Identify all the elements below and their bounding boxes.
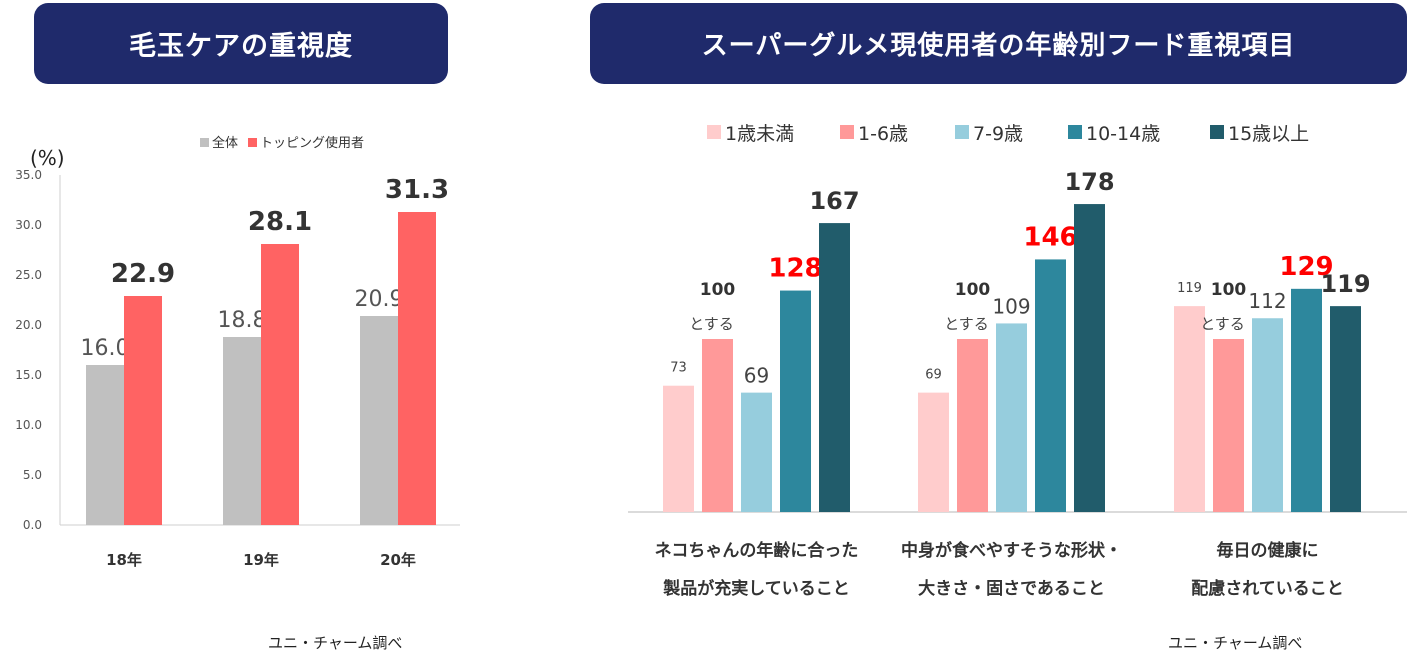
bar-value-label: 100 <box>700 280 736 300</box>
x-category-label: 18年 <box>106 551 142 569</box>
bar-value-label: 119 <box>1320 270 1370 298</box>
x-category-label: 製品が充実していること <box>662 578 850 599</box>
bar-1-0 <box>918 392 949 512</box>
bar-sublabel: とする <box>944 315 989 333</box>
bar-all-1 <box>86 365 124 525</box>
bar-2-3 <box>1291 288 1322 512</box>
bar-value-label: 167 <box>809 187 859 215</box>
x-category-label: 大きさ・固さであること <box>918 578 1105 599</box>
bar-topping-1 <box>124 296 162 525</box>
bar-2-0 <box>1174 306 1205 512</box>
source-note-left: ユニ・チャーム調べ <box>268 634 403 652</box>
bar-0-0 <box>663 385 694 512</box>
legend-label-2: 1-6歳 <box>858 123 908 145</box>
x-category-label: 19年 <box>243 551 279 569</box>
bar-topping-2 <box>261 244 299 525</box>
bar-sublabel: とする <box>1200 315 1245 333</box>
legend-label-3: 7-9歳 <box>973 123 1023 145</box>
x-category-label: 毎日の健康に <box>1217 540 1319 561</box>
legend-label-5: 15歳以上 <box>1228 123 1309 145</box>
source-note-right: ユニ・チャーム調べ <box>1168 634 1303 652</box>
legend-swatch-1 <box>707 125 721 139</box>
bar-2-2 <box>1252 318 1283 512</box>
legend-swatch-1 <box>200 138 209 147</box>
bar-value-label: 18.8 <box>218 308 267 333</box>
legend-swatch-4 <box>1068 125 1082 139</box>
bar-value-label: 128 <box>768 254 822 284</box>
bar-1-3 <box>1035 259 1066 512</box>
left-panel-title: 毛玉ケアの重視度 <box>34 3 448 84</box>
bar-0-1 <box>702 339 733 512</box>
bar-all-2 <box>223 337 261 525</box>
y-tick-label: 30.0 <box>15 218 42 232</box>
x-category-label: 中身が食べやすそうな形状・ <box>901 540 1122 561</box>
x-category-label: ネコちゃんの年齢に合った <box>655 540 859 561</box>
bar-2-1 <box>1213 339 1244 512</box>
bar-1-2 <box>996 323 1027 512</box>
y-axis-title: (%) <box>30 146 65 170</box>
bar-value-label: 22.9 <box>111 259 175 289</box>
bar-2-4 <box>1330 306 1361 512</box>
y-tick-label: 10.0 <box>15 418 42 432</box>
y-tick-label: 25.0 <box>15 268 42 282</box>
bar-topping-3 <box>398 212 436 525</box>
bar-0-4 <box>819 223 850 512</box>
y-tick-label: 20.0 <box>15 318 42 332</box>
legend-swatch-3 <box>955 125 969 139</box>
bar-1-1 <box>957 339 988 512</box>
bar-all-3 <box>360 316 398 525</box>
bar-value-label: 100 <box>955 280 991 300</box>
legend-label-1: 全体 <box>212 135 238 151</box>
bar-value-label: 178 <box>1064 168 1114 196</box>
x-category-label: 配慮されていること <box>1191 578 1344 599</box>
bar-value-label: 69 <box>744 364 769 388</box>
left-bar-chart: (%) 0.0 5.0 10.0 15.0 20.0 25.0 30.0 35.0 全体 トッピング… <box>15 135 460 569</box>
bar-value-label: 20.9 <box>355 287 404 312</box>
bar-0-2 <box>741 392 772 512</box>
y-tick-label: 0.0 <box>23 518 42 532</box>
bar-1-4 <box>1074 204 1105 512</box>
bar-value-label: 69 <box>925 368 942 383</box>
y-tick-label: 5.0 <box>23 468 42 482</box>
bar-value-label: 16.0 <box>81 336 130 361</box>
bar-value-label: 129 <box>1279 252 1333 282</box>
legend-label-2: トッピング使用者 <box>260 135 364 151</box>
bar-value-label: 100 <box>1211 280 1247 300</box>
bar-0-3 <box>780 290 811 512</box>
bar-value-label: 146 <box>1023 222 1077 252</box>
legend-swatch-5 <box>1210 125 1224 139</box>
legend-label-1: 1歳未満 <box>725 123 794 145</box>
y-tick-label: 35.0 <box>15 168 42 182</box>
bar-sublabel: とする <box>689 315 734 333</box>
bar-value-label: 109 <box>992 294 1030 318</box>
right-panel-title: スーパーグルメ現使用者の年齢別フード重視項目 <box>590 3 1407 84</box>
legend-swatch-2 <box>248 138 257 147</box>
x-category-label: 20年 <box>380 551 416 569</box>
legend-label-4: 10-14歳 <box>1086 123 1160 145</box>
bar-value-label: 28.1 <box>248 207 312 237</box>
bar-value-label: 112 <box>1248 289 1286 313</box>
bar-value-label: 73 <box>670 361 687 376</box>
bar-value-label: 31.3 <box>385 175 449 205</box>
y-tick-label: 15.0 <box>15 368 42 382</box>
legend-swatch-2 <box>840 125 854 139</box>
bar-value-label: 119 <box>1177 281 1202 296</box>
